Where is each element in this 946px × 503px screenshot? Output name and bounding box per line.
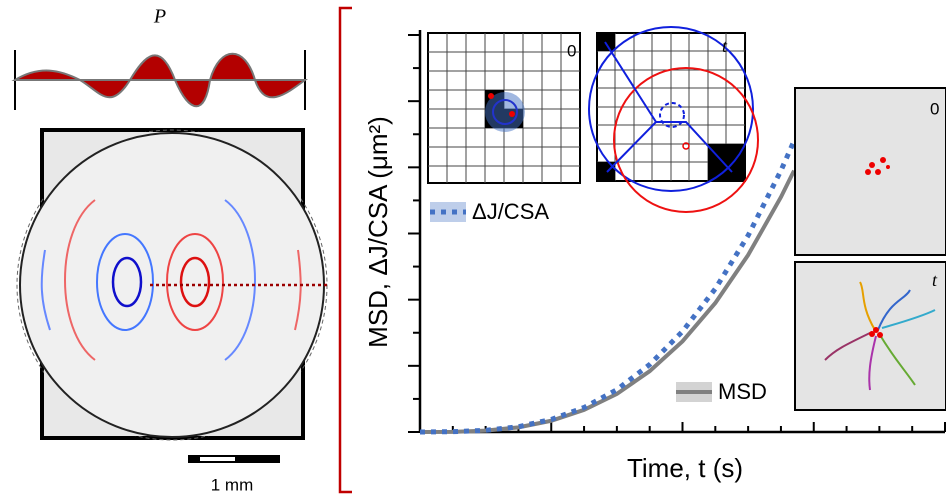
wave [11, 50, 309, 110]
wave-label: P [153, 6, 166, 28]
y-axis-label: MSD, ΔJ/CSA (μm²) [363, 116, 393, 348]
legend: ΔJ/CSA MSD [430, 199, 767, 404]
inset-label: 0 [930, 99, 939, 118]
bracket [338, 6, 352, 494]
photo-panel [16, 128, 330, 441]
legend-label: MSD [718, 379, 767, 404]
grid-inset-t [588, 26, 759, 213]
inset-label: t [722, 36, 728, 56]
inset-label: t [932, 270, 938, 290]
legend-swatch [430, 202, 466, 222]
photo-inset-0 [794, 87, 946, 256]
series-line [419, 139, 797, 435]
scale-bar [188, 455, 280, 463]
plot: Time, t (s) MSD, ΔJ/CSA (μm²) [363, 30, 946, 483]
series-line [419, 169, 796, 434]
scale-label: 1 mm [211, 475, 254, 494]
legend-label: ΔJ/CSA [472, 199, 549, 224]
inset-label: 0 [567, 41, 576, 60]
grid-inset-0 [427, 32, 581, 184]
x-axis-label: Time, t (s) [627, 453, 743, 483]
photo-inset-t [794, 261, 946, 411]
